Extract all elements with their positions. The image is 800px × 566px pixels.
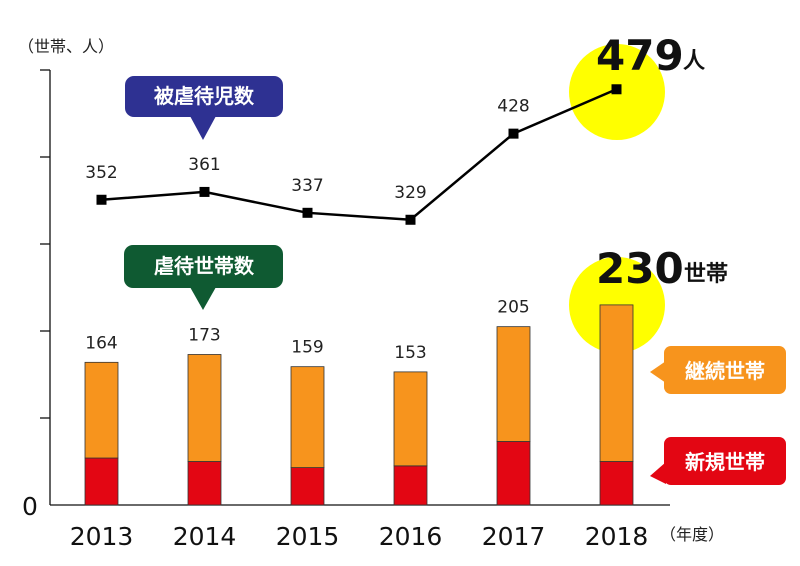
- line-value-label-2016: 329: [394, 183, 426, 203]
- bar-total-label-2014: 173: [188, 325, 220, 345]
- bar-new-2013: [84, 457, 119, 506]
- x-axis-ticks: 2013 2014 2015 2016 2017 2018: [70, 522, 649, 551]
- y-axis-ticks: [40, 69, 50, 419]
- line-point-2016: [405, 214, 416, 225]
- bar-continuing-2018: [599, 304, 634, 462]
- svg-text:新規世帯: 新規世帯: [685, 450, 765, 474]
- svg-text:虐待世帯数: 虐待世帯数: [154, 254, 255, 278]
- bar-continuing-2014: [187, 354, 222, 462]
- line-point-2018: [611, 84, 622, 95]
- bar-continuing-2016: [393, 371, 428, 467]
- x-tick-2017: 2017: [482, 522, 546, 551]
- y-zero-label: 0: [22, 492, 38, 521]
- bar-new-2015: [290, 467, 325, 506]
- x-tick-2018: 2018: [585, 522, 649, 551]
- highlight-number-children: 479: [596, 31, 684, 80]
- x-tick-2016: 2016: [379, 522, 443, 551]
- bar-continuing-2013: [84, 361, 119, 459]
- line-value-label-2015: 337: [291, 176, 323, 196]
- line-series: [96, 84, 622, 225]
- bar-new-2016: [393, 465, 428, 506]
- x-unit-label: （年度）: [660, 525, 724, 544]
- line-value-label-2014: 361: [188, 155, 220, 175]
- bar-total-label-2017: 205: [497, 298, 529, 318]
- bar-new-2014: [187, 461, 222, 506]
- x-tick-2015: 2015: [276, 522, 340, 551]
- line-point-2013: [96, 194, 107, 205]
- svg-text:継続世帯: 継続世帯: [685, 359, 765, 383]
- bar-total-label-2013: 164: [85, 333, 117, 353]
- bar-new-2017: [496, 441, 531, 506]
- bar-new-2018: [599, 461, 634, 506]
- x-tick-2013: 2013: [70, 522, 134, 551]
- svg-text:被虐待児数: 被虐待児数: [154, 84, 255, 108]
- callout-line-series: 被虐待児数: [125, 76, 283, 140]
- legend-continuing-households: 継続世帯: [650, 346, 786, 394]
- bar-total-label-2015: 159: [291, 338, 323, 358]
- highlight-unit-children: 人: [683, 49, 705, 74]
- line-point-2017: [508, 128, 519, 139]
- legend-new-households: 新規世帯: [650, 437, 786, 485]
- callout-bar-series: 虐待世帯数: [124, 245, 283, 310]
- line-value-label-2013: 352: [85, 163, 117, 183]
- y-unit-label: （世帯、人）: [18, 37, 114, 56]
- line-value-label-2017: 428: [497, 97, 529, 117]
- bar-series: [84, 304, 634, 506]
- bar-total-label-2016: 153: [394, 343, 426, 363]
- line-point-2015: [302, 207, 313, 218]
- line-path: [101, 88, 617, 222]
- bar-continuing-2017: [496, 326, 531, 442]
- highlight-unit-households: 世帯: [684, 261, 728, 287]
- data-labels: 164 173 159 153 205 352 361 337 329 428: [85, 97, 529, 363]
- line-point-2014: [199, 186, 210, 197]
- bar-continuing-2015: [290, 366, 325, 468]
- x-tick-2014: 2014: [173, 522, 237, 551]
- highlight-number-households: 230: [596, 244, 684, 293]
